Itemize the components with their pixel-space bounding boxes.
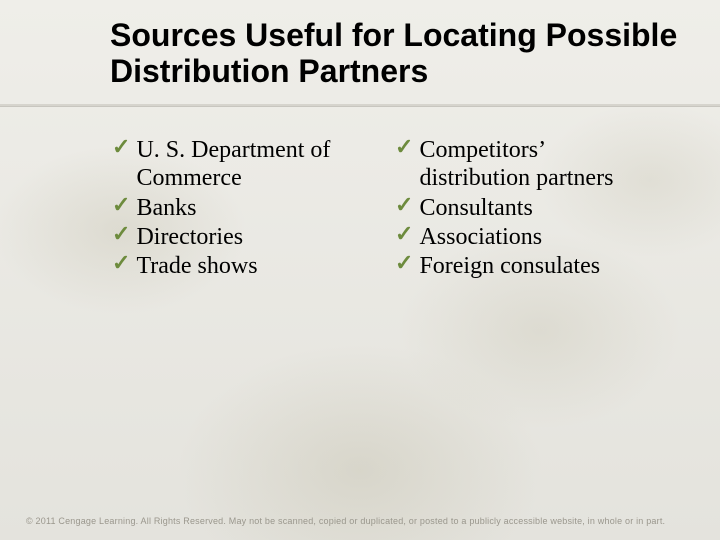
list-item-text: Consultants [419,194,532,222]
slide: Sources Useful for Locating Possible Dis… [0,0,720,540]
list-item-text: Trade shows [136,252,257,280]
checkmark-icon: ✓ [112,194,130,216]
list-item: ✓ Competitors’ distribution partners [395,136,660,193]
slide-title: Sources Useful for Locating Possible Dis… [110,18,680,90]
checkmark-icon: ✓ [112,223,130,245]
right-column: ✓ Competitors’ distribution partners ✓ C… [395,136,660,282]
list-item-text: Banks [136,194,196,222]
checkmark-icon: ✓ [395,194,413,216]
list-item-text: Competitors’ distribution partners [419,136,660,193]
content-columns: ✓ U. S. Department of Commerce ✓ Banks ✓… [112,136,660,282]
left-column: ✓ U. S. Department of Commerce ✓ Banks ✓… [112,136,377,282]
list-item: ✓ Directories [112,223,377,251]
checkmark-icon: ✓ [112,252,130,274]
list-item: ✓ Consultants [395,194,660,222]
list-item-text: U. S. Department of Commerce [136,136,377,193]
checkmark-icon: ✓ [395,136,413,158]
checkmark-icon: ✓ [395,223,413,245]
list-item: ✓ Foreign consulates [395,252,660,280]
checkmark-icon: ✓ [395,252,413,274]
list-item: ✓ U. S. Department of Commerce [112,136,377,193]
checkmark-icon: ✓ [112,136,130,158]
horizontal-rule [0,104,720,107]
copyright-text: © 2011 Cengage Learning. All Rights Rese… [26,516,665,526]
list-item: ✓ Banks [112,194,377,222]
list-item-text: Directories [136,223,243,251]
list-item-text: Associations [419,223,542,251]
list-item-text: Foreign consulates [419,252,600,280]
list-item: ✓ Trade shows [112,252,377,280]
list-item: ✓ Associations [395,223,660,251]
